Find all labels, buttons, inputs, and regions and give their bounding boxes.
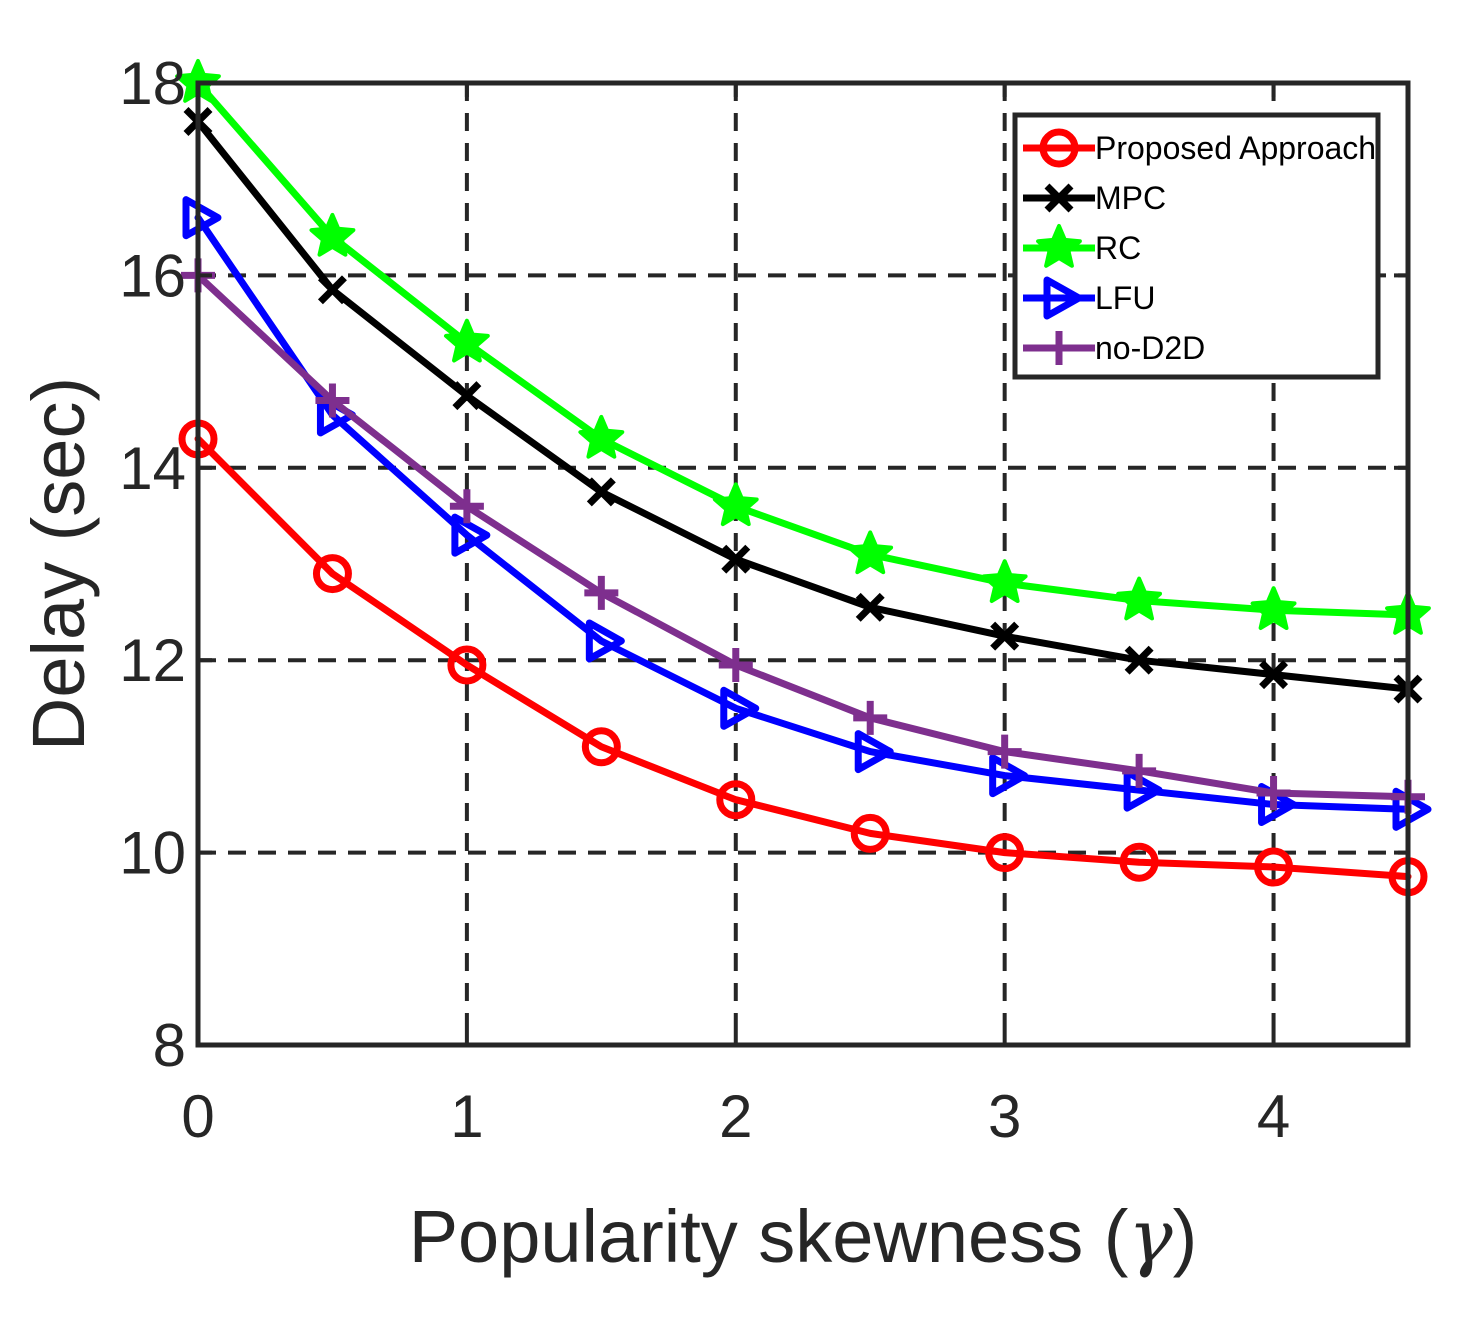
y-tick-label: 16 xyxy=(119,242,186,309)
y-tick-label: 10 xyxy=(119,820,186,887)
data-point xyxy=(444,318,490,363)
data-point xyxy=(990,621,1020,651)
data-point xyxy=(584,575,619,610)
data-point xyxy=(847,530,894,575)
data-point xyxy=(585,619,625,663)
data-point xyxy=(182,196,222,240)
legend-marker xyxy=(1039,128,1079,168)
legend-item: Proposed Approach xyxy=(1023,128,1376,168)
data-point xyxy=(1123,768,1163,812)
data-point xyxy=(718,648,753,683)
legend-marker xyxy=(1043,276,1083,320)
data-point xyxy=(1392,787,1432,831)
data-point xyxy=(712,482,759,527)
series-proposed-approach xyxy=(178,419,1428,897)
series-line xyxy=(194,435,1412,881)
legend-label: no-D2D xyxy=(1095,330,1205,366)
x-axis-label-symbol: γ xyxy=(1128,1194,1173,1280)
data-point xyxy=(309,212,356,257)
data-point xyxy=(716,780,756,820)
data-point xyxy=(312,554,352,594)
series-line xyxy=(194,214,1412,813)
data-point xyxy=(586,477,616,507)
data-point xyxy=(1116,576,1162,621)
data-point xyxy=(855,592,885,622)
legend-label: LFU xyxy=(1095,280,1155,316)
data-point xyxy=(1254,847,1294,887)
data-point xyxy=(1256,775,1291,810)
legend-item: RC xyxy=(1023,224,1141,268)
y-axis-label: Delay (sec) xyxy=(17,377,100,751)
data-point xyxy=(989,754,1029,798)
data-point xyxy=(315,383,350,418)
x-tick-label: 1 xyxy=(450,1083,483,1150)
data-point xyxy=(578,414,625,459)
data-point xyxy=(721,544,751,574)
data-point xyxy=(449,489,484,524)
data-point xyxy=(1119,842,1159,882)
data-point xyxy=(987,734,1022,769)
y-tick-label: 18 xyxy=(119,50,186,117)
series-line xyxy=(194,79,1412,619)
data-point xyxy=(447,645,487,685)
x-tick-label: 2 xyxy=(719,1083,752,1150)
legend-label: MPC xyxy=(1095,180,1166,216)
data-point xyxy=(850,813,890,853)
data-point xyxy=(1124,645,1154,675)
legend-label: Proposed Approach xyxy=(1095,130,1376,166)
data-point xyxy=(720,686,760,730)
series-line xyxy=(194,118,1412,693)
data-point xyxy=(452,381,482,411)
x-axis-label-text: Popularity skewness ( xyxy=(409,1195,1129,1278)
legend-item: no-D2D xyxy=(1023,330,1205,366)
data-point xyxy=(981,559,1028,603)
legend: Proposed Approach MPC RC LFU no-D2D xyxy=(1012,112,1381,380)
data-point xyxy=(1122,753,1157,788)
data-point xyxy=(1259,660,1289,690)
legend-item: LFU xyxy=(1023,276,1155,320)
axis-ticks xyxy=(196,81,1408,1047)
data-point xyxy=(581,727,621,767)
plot-area-frame xyxy=(195,80,1411,1048)
data-point xyxy=(317,275,347,305)
x-tick-label: 3 xyxy=(988,1083,1021,1150)
data-point xyxy=(1250,586,1297,630)
legend-label: RC xyxy=(1095,230,1141,266)
legend-item: MPC xyxy=(1023,180,1166,216)
data-point xyxy=(853,700,888,735)
y-tick-label: 12 xyxy=(119,627,186,694)
x-tick-label: 0 xyxy=(181,1083,214,1150)
data-point xyxy=(985,833,1025,873)
legend-marker xyxy=(1042,331,1076,365)
data-point xyxy=(854,730,894,774)
data-point xyxy=(451,513,491,557)
legend-marker xyxy=(1036,224,1082,268)
x-axis-label: Popularity skewness (γ) xyxy=(409,1194,1198,1280)
x-tick-label: 4 xyxy=(1257,1083,1290,1150)
series-line xyxy=(194,271,1412,801)
y-tick-label: 8 xyxy=(153,1012,186,1079)
y-tick-label: 14 xyxy=(119,435,186,502)
x-axis-label-close: ) xyxy=(1173,1195,1198,1278)
legend-marker xyxy=(1044,183,1074,213)
